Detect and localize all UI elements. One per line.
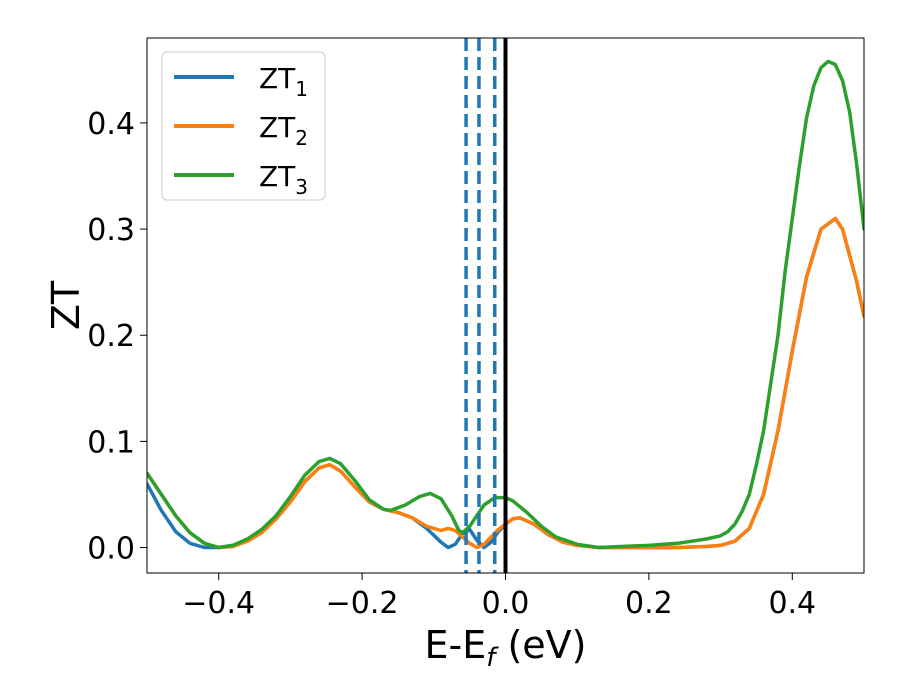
y-tick-label: 0.4	[87, 107, 135, 142]
x-tick-label: 0.0	[482, 586, 530, 621]
legend-label-zt1: ZT1	[259, 62, 308, 101]
series-line-zt2	[147, 216, 864, 550]
x-tick-label: −0.2	[326, 586, 399, 621]
plot-area	[147, 38, 864, 573]
x-tick-label: 0.4	[768, 586, 816, 621]
x-axis-label: E-Ef (eV)	[425, 623, 587, 673]
series-line-zt3	[147, 59, 864, 550]
legend-box	[161, 51, 326, 201]
y-tick-label: 0.2	[87, 319, 135, 354]
legend-label-zt2: ZT2	[259, 111, 308, 150]
legend-label-zt3: ZT3	[259, 160, 308, 199]
y-tick-label: 0.0	[87, 532, 135, 567]
x-tick-label: 0.2	[625, 586, 673, 621]
legend: ZT1 ZT2 ZT3	[161, 51, 326, 201]
y-axis-label: ZT	[44, 280, 88, 330]
x-axis: −0.4 −0.2 0.0 0.2 0.4	[182, 573, 816, 621]
y-tick-label: 0.3	[87, 213, 135, 248]
x-tick-label: −0.4	[182, 586, 255, 621]
y-axis: 0.0 0.1 0.2 0.3 0.4	[87, 107, 147, 567]
y-tick-label: 0.1	[87, 425, 135, 460]
